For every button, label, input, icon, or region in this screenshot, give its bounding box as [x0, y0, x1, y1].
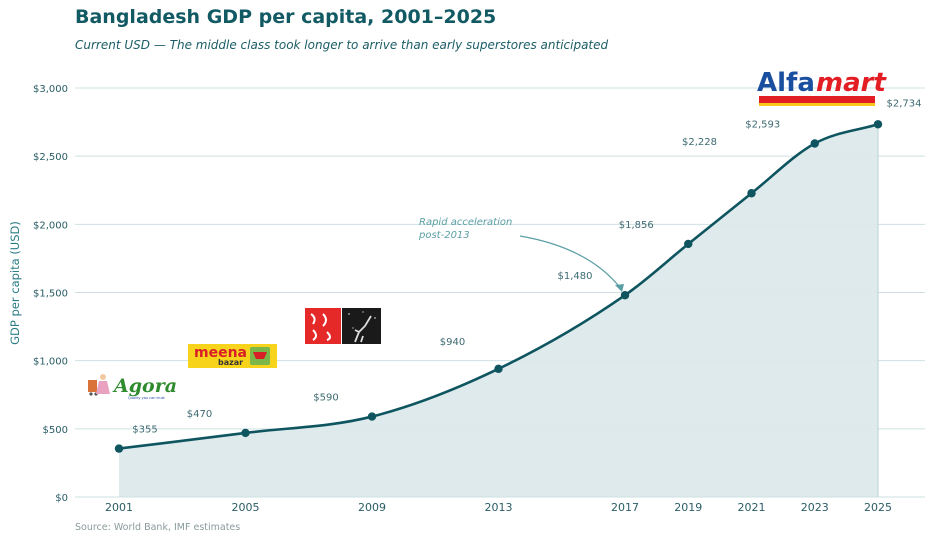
data-point	[114, 444, 124, 453]
y-tick-label: $3,000	[33, 84, 68, 95]
data-point	[367, 412, 377, 421]
shopping-cart-icon	[88, 380, 97, 392]
data-point	[620, 291, 630, 300]
data-label: $2,593	[745, 119, 780, 130]
y-tick-label: $2,000	[33, 220, 68, 231]
source-note: Source: World Bank, IMF estimates	[75, 522, 241, 533]
y-tick-label: $1,000	[33, 357, 68, 368]
agora-logo-text: Agora	[112, 375, 177, 397]
mart-logo-text: mart	[816, 68, 887, 98]
chart-subtitle: Current USD — The middle class took long…	[75, 38, 609, 52]
data-points	[114, 120, 883, 453]
y-tick-label: $1,500	[33, 289, 68, 300]
data-point	[747, 189, 756, 198]
annotation-line-1: Rapid acceleration	[419, 217, 512, 228]
x-tick-label: 2023	[801, 501, 829, 514]
x-tick-label: 2013	[485, 501, 513, 514]
data-point	[873, 120, 883, 129]
data-point	[810, 139, 819, 148]
agora-tagline: Quality you can trust	[128, 396, 165, 400]
x-tick-label: 2025	[864, 501, 892, 514]
data-label: $355	[132, 425, 157, 436]
data-label: $2,228	[682, 137, 717, 148]
annotation-line-2: post-2013	[418, 230, 470, 241]
reaching-figure-icon	[354, 315, 372, 343]
data-label: $470	[187, 409, 212, 420]
area-fill	[119, 124, 878, 498]
data-label: $1,856	[619, 220, 654, 231]
data-point	[684, 239, 693, 249]
data-point	[241, 428, 250, 438]
y-axis-ticks: $0 $500 $1,000 $1,500 $2,000 $2,500 $3,000	[33, 84, 68, 504]
alfa-logo-text: Alfa	[757, 68, 815, 98]
alfamart-logo: Alfa mart	[757, 68, 887, 106]
y-axis-label: GDP per capita (USD)	[8, 221, 22, 345]
agora-logo: Agora Quality you can trust	[88, 374, 177, 400]
data-point	[494, 364, 503, 374]
shwapno-logo	[305, 308, 381, 344]
data-label: $940	[440, 337, 465, 348]
data-label: $1,480	[558, 271, 593, 282]
x-tick-label: 2005	[232, 501, 260, 514]
gdp-line	[118, 123, 879, 450]
y-tick-label: $2,500	[33, 152, 68, 163]
x-tick-label: 2021	[738, 501, 766, 514]
annotation-arrow	[519, 235, 623, 291]
y-tick-label: $0	[55, 493, 68, 504]
meena-logo-text: meena	[194, 345, 247, 361]
arrow-head-icon	[615, 284, 624, 292]
bazar-logo-text: bazar	[218, 358, 243, 367]
meena-bazar-logo: meena bazar	[188, 344, 277, 368]
x-tick-label: 2001	[105, 501, 133, 514]
x-tick-label: 2009	[358, 501, 386, 514]
data-label: $590	[313, 393, 338, 404]
data-labels: $355 $470 $590 $940 $1,480 $1,856 $2,228 $2,593…	[132, 98, 921, 435]
chart-title: Bangladesh GDP per capita, 2001–2025	[75, 6, 497, 28]
x-tick-label: 2019	[674, 501, 702, 514]
y-tick-label: $500	[43, 425, 68, 436]
x-tick-label: 2017	[611, 501, 639, 514]
x-axis-ticks: 2001 2005 2009 2013 2017 2019 2021 2023 2025	[105, 501, 892, 514]
annotation: Rapid acceleration post-2013	[418, 217, 624, 292]
shopper-figure-icon	[100, 374, 106, 380]
data-label: $2,734	[887, 98, 922, 109]
